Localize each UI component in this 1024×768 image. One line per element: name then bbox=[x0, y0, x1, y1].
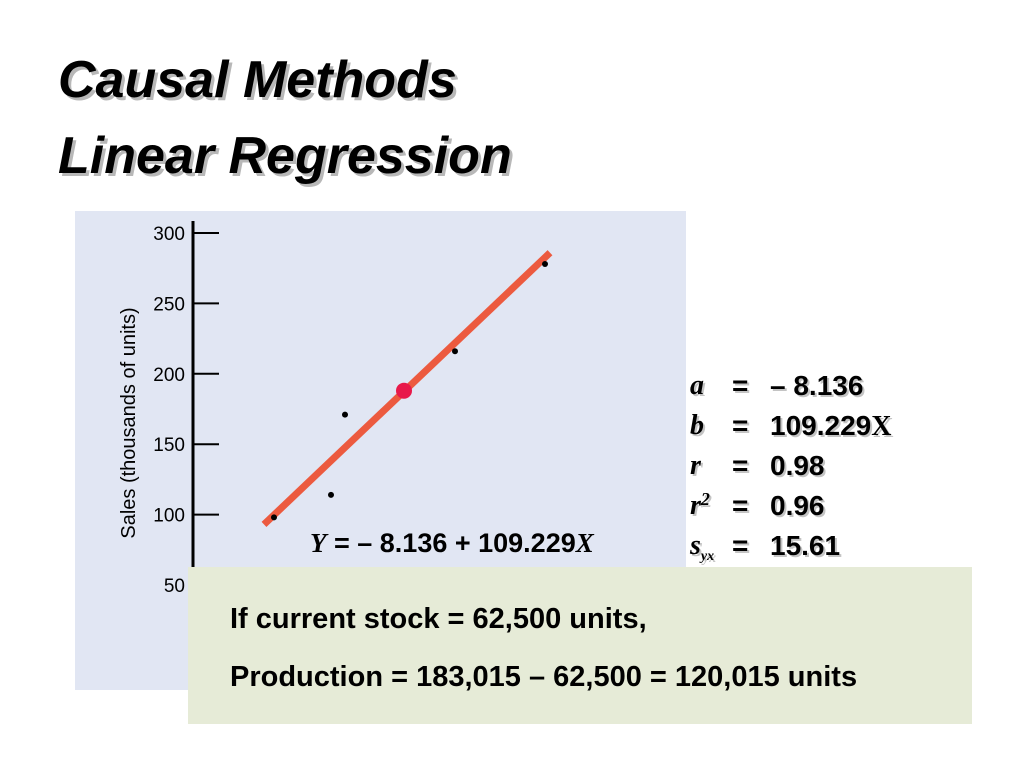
data-point bbox=[328, 491, 334, 498]
stat-symbol: a bbox=[690, 370, 704, 401]
title-line-2: Linear Regression bbox=[58, 127, 512, 185]
stat-row-a: a = – 8.136 bbox=[690, 366, 970, 406]
title-line-1: Causal Methods bbox=[58, 51, 457, 109]
data-point bbox=[271, 514, 277, 521]
stat-value: 0.96 bbox=[770, 490, 825, 521]
stat-equals: = bbox=[732, 530, 749, 561]
stat-symbol: r bbox=[690, 450, 701, 481]
y-tick-label: 300 bbox=[153, 224, 185, 245]
stat-equals: = bbox=[732, 450, 749, 481]
y-tick-label: 200 bbox=[153, 365, 185, 386]
regression-equation: Y = – 8.136 + 109.229X bbox=[310, 528, 594, 558]
stat-symbol: syx bbox=[690, 530, 715, 564]
stat-value: 109.229X bbox=[770, 410, 892, 442]
y-tick-label: 100 bbox=[153, 506, 185, 527]
info-line-production: Production = 183,015 – 62,500 = 120,015 … bbox=[230, 661, 858, 693]
scatter-chart: 50 100 150 200 250 300 Sales (thousands of un… bbox=[118, 221, 553, 690]
data-point bbox=[452, 348, 458, 355]
stat-row-r-squared: r2 = 0.96 bbox=[690, 486, 970, 526]
y-tick-label: 150 bbox=[153, 435, 185, 456]
stat-equals: = bbox=[732, 370, 749, 401]
y-tick-label: 50 bbox=[164, 576, 185, 597]
stat-value: 0.98 bbox=[770, 450, 825, 481]
data-point bbox=[542, 260, 548, 267]
stat-row-s-yx: syx = 15.61 bbox=[690, 526, 970, 566]
info-line-stock: If current stock = 62,500 units, bbox=[230, 603, 647, 635]
stat-symbol: b bbox=[690, 410, 704, 441]
regression-stats: a = – 8.136 b = 109.229X r = 0.98 r2 = 0… bbox=[690, 366, 970, 566]
data-point bbox=[342, 411, 348, 418]
y-axis-label: Sales (thousands of units) bbox=[118, 307, 140, 538]
stat-row-b: b = 109.229X bbox=[690, 406, 970, 446]
stat-value: – 8.136 bbox=[770, 370, 864, 401]
mean-point bbox=[396, 382, 412, 399]
y-tick-label: 250 bbox=[153, 294, 185, 315]
stat-equals: = bbox=[732, 490, 749, 521]
stat-equals: = bbox=[732, 410, 749, 441]
stat-row-r: r = 0.98 bbox=[690, 446, 970, 486]
production-info-box: If current stock = 62,500 units, Product… bbox=[188, 567, 972, 724]
stat-symbol: r2 bbox=[690, 489, 710, 521]
stat-value: 15.61 bbox=[770, 530, 841, 561]
